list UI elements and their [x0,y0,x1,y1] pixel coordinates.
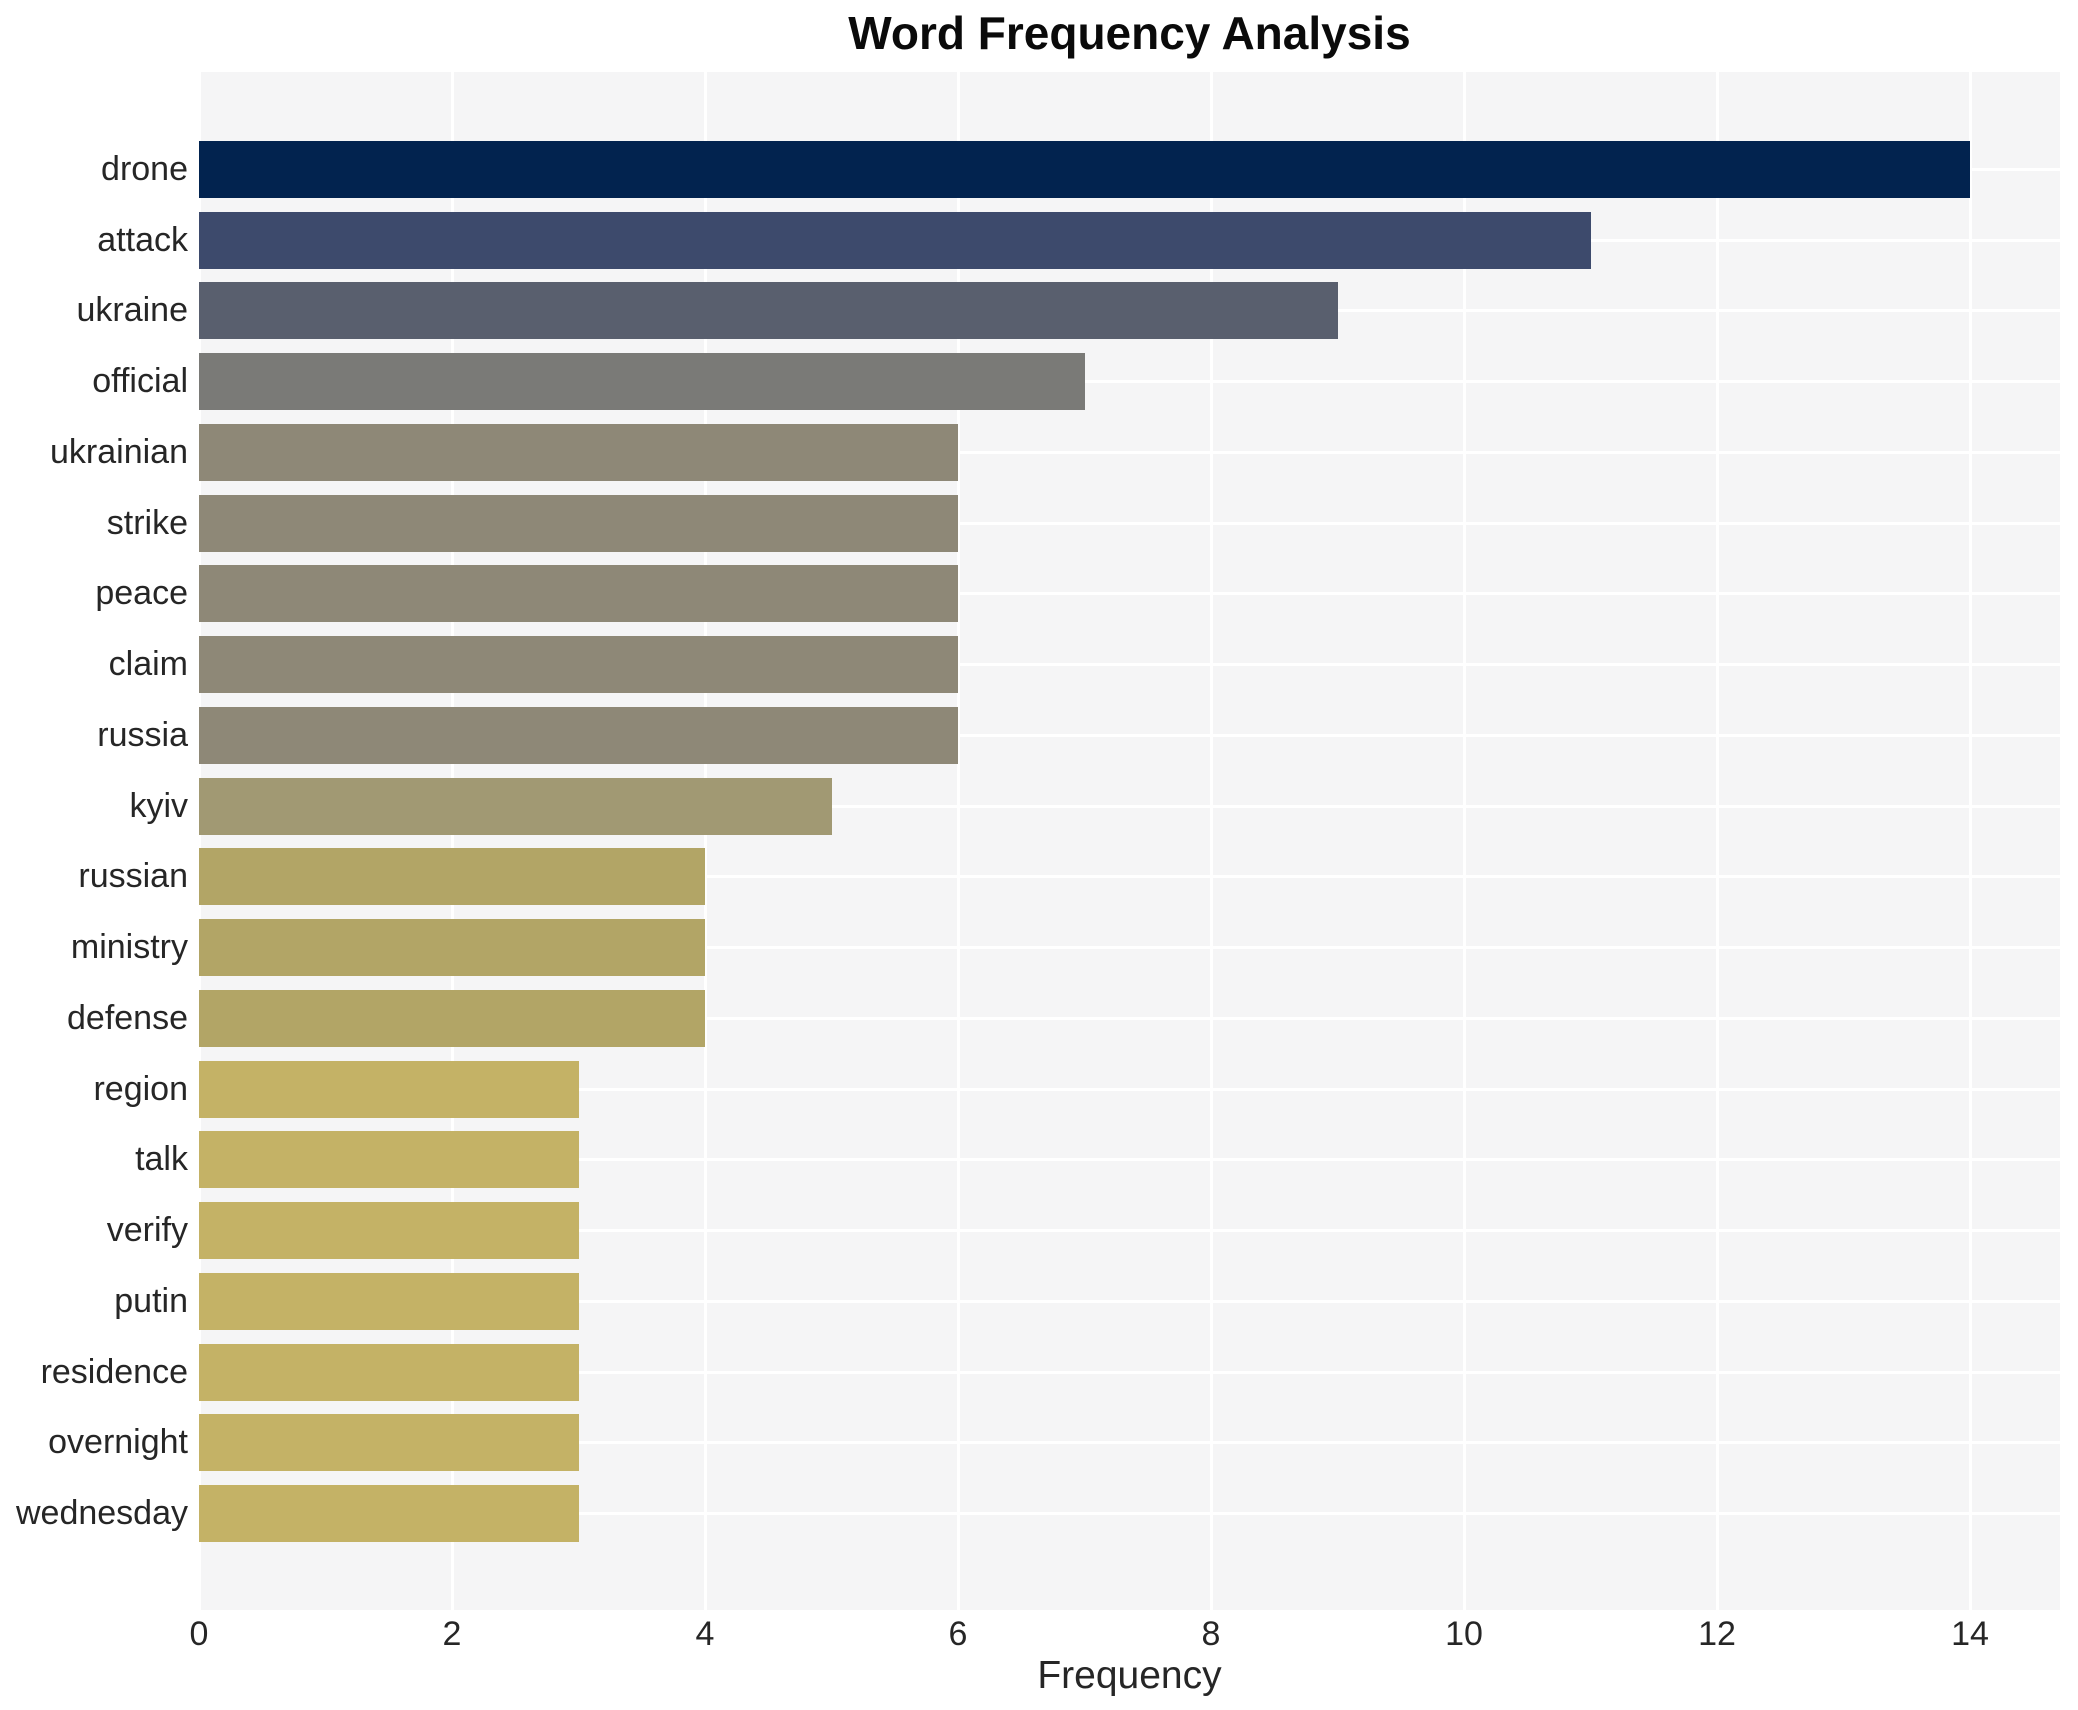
y-axis-label: ministry [70,928,188,967]
bar [199,1272,579,1330]
gridline-vertical [703,72,707,1610]
y-axis-label: peace [95,574,188,613]
x-axis-label: Frequency [1037,1654,1222,1697]
bar [199,848,705,906]
gridline-vertical [1968,72,1972,1610]
x-tick-label: 12 [1698,1615,1736,1653]
gridline-horizontal [199,1441,2060,1445]
x-tick-label: 0 [189,1615,209,1653]
bar [199,636,958,694]
gridline-horizontal [199,1087,2060,1091]
gridline-horizontal [199,1229,2060,1233]
gridline-horizontal [199,380,2060,384]
bar [199,494,958,552]
gridline-horizontal [199,1299,2060,1303]
bar [199,353,1085,411]
y-axis-label: defense [67,998,188,1037]
y-axis-label: ukrainian [50,432,188,471]
x-tick-label: 2 [442,1615,462,1653]
gridline-horizontal [199,521,2060,525]
bar [199,777,832,835]
x-tick-label: 8 [1201,1615,1221,1653]
x-tick-label: 10 [1445,1615,1483,1653]
bar [199,282,1338,340]
gridline-vertical [1462,72,1466,1610]
gridline-horizontal [199,450,2060,454]
plot-area [197,72,2060,1610]
bar [199,565,958,623]
x-tick-label: 6 [948,1615,968,1653]
gridline-horizontal [199,1370,2060,1374]
gridline-vertical [197,72,201,1610]
gridline-horizontal [199,1016,2060,1020]
y-axis-label: talk [135,1140,188,1179]
gridline-vertical [450,72,454,1610]
y-axis-label: putin [114,1281,188,1320]
y-axis-label: official [92,362,188,401]
y-axis-label: russian [78,857,188,896]
x-tick-label: 4 [695,1615,715,1653]
gridline-vertical [956,72,960,1610]
gridline-horizontal [199,946,2060,950]
y-axis-label: russia [97,715,188,754]
gridline-horizontal [199,804,2060,808]
y-axis-label: residence [40,1352,188,1391]
gridline-horizontal [199,1512,2060,1516]
y-axis-label: kyiv [129,786,188,825]
gridline-vertical [1715,72,1719,1610]
chart-title: Word Frequency Analysis [848,7,1411,59]
y-axis-label: region [93,1069,188,1108]
bar [199,706,958,764]
y-axis-label: claim [108,645,188,684]
bar [199,989,705,1047]
gridline-horizontal [199,663,2060,667]
y-axis-label: ukraine [76,291,188,330]
bar [199,1060,579,1118]
gridline-horizontal [199,733,2060,737]
bar [199,141,1970,198]
bar [199,919,705,977]
y-axis-label: attack [97,220,188,259]
gridline-horizontal [199,1158,2060,1162]
y-axis-label: verify [106,1211,188,1250]
bar [199,1343,579,1401]
bar [199,1202,579,1260]
x-tick-label: 14 [1951,1615,1989,1653]
y-axis-label: overnight [48,1423,188,1462]
y-axis-label: strike [106,503,188,542]
bar [199,1131,579,1189]
y-axis-label: drone [101,150,188,188]
bar [199,423,958,481]
gridline-horizontal [199,875,2060,879]
bar [199,1414,579,1472]
bar [199,1485,579,1543]
bar [199,211,1591,269]
gridline-vertical [1209,72,1213,1610]
gridline-horizontal [199,592,2060,596]
y-axis-label: wednesday [15,1494,188,1533]
